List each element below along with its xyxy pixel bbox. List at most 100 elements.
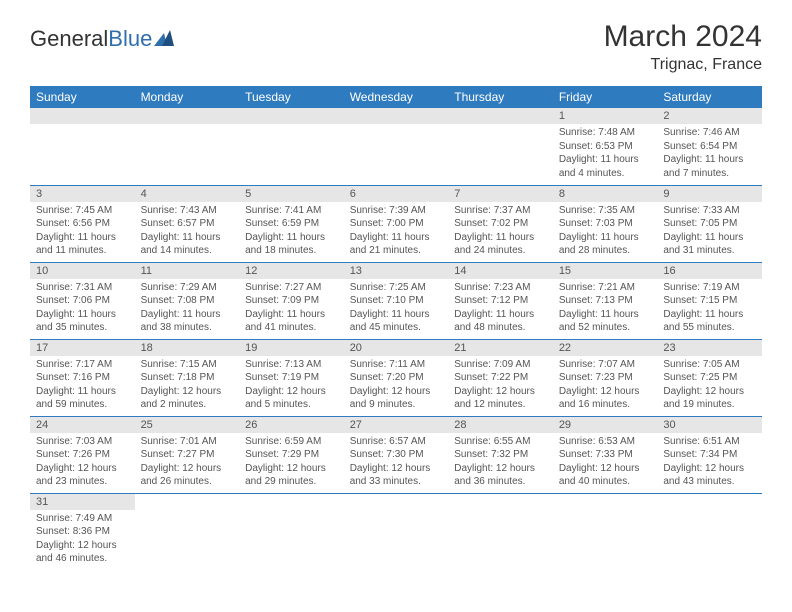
sunset-line: Sunset: 7:10 PM	[350, 295, 424, 306]
daylight-line: Daylight: 12 hours and 16 minutes.	[559, 386, 640, 411]
day-number: 7	[448, 186, 553, 202]
sunset-line: Sunset: 7:18 PM	[141, 372, 215, 383]
day-details: Sunrise: 7:45 AMSunset: 6:56 PMDaylight:…	[30, 202, 135, 262]
day-details: Sunrise: 6:51 AMSunset: 7:34 PMDaylight:…	[657, 433, 762, 493]
sunrise-line: Sunrise: 7:31 AM	[36, 282, 112, 293]
sunset-line: Sunset: 7:26 PM	[36, 449, 110, 460]
day-number: 14	[448, 263, 553, 279]
sunrise-line: Sunrise: 7:03 AM	[36, 436, 112, 447]
day-details: Sunrise: 7:09 AMSunset: 7:22 PMDaylight:…	[448, 356, 553, 416]
sunrise-line: Sunrise: 7:35 AM	[559, 205, 635, 216]
calendar-day-cell: 15Sunrise: 7:21 AMSunset: 7:13 PMDayligh…	[553, 262, 658, 339]
calendar-day-cell: 13 Sunrise: 7:25 AM Sunset: 7:10 PM Dayligh…	[344, 262, 449, 339]
day-number: 30	[657, 417, 762, 433]
day-of-week-header: Friday	[553, 86, 658, 108]
calendar-day-cell: 12Sunrise: 7:27 AMSunset: 7:09 PMDayligh…	[239, 262, 344, 339]
calendar-week-row: 10Sunrise: 7:31 AMSunset: 7:06 PMDayligh…	[30, 262, 762, 339]
day-number: 22	[553, 340, 658, 356]
sunset-line: Sunset: 7:22 PM	[454, 372, 528, 383]
day-details: Sunrise: 7:49 AMSunset: 8:36 PMDaylight:…	[30, 510, 135, 570]
sunrise-line: Sunrise: 7:17 AM	[36, 359, 112, 370]
day-number: 28	[448, 417, 553, 433]
sunrise-line: Sunrise: 6:53 AM	[559, 436, 635, 447]
empty-day-strip	[239, 108, 344, 124]
daylight-line: Daylight: 11 hours and 55 minutes.	[663, 309, 743, 334]
calendar-day-cell: 9Sunrise: 7:33 AMSunset: 7:05 PMDaylight…	[657, 185, 762, 262]
day-details: Sunrise: 7:11 AMSunset: 7:20 PMDaylight:…	[344, 356, 449, 416]
day-number: 21	[448, 340, 553, 356]
calendar-day-cell: 24Sunrise: 7:03 AMSunset: 7:26 PMDayligh…	[30, 416, 135, 493]
sunrise-line: Sunrise: 7:25 AM	[350, 282, 426, 293]
logo: GeneralBlue	[30, 20, 174, 52]
calendar-day-cell: 25Sunrise: 7:01 AMSunset: 7:27 PMDayligh…	[135, 416, 240, 493]
sunrise-line: Sunrise: 7:21 AM	[559, 282, 635, 293]
logo-text-blue: Blue	[108, 26, 174, 52]
calendar-day-cell: 18Sunrise: 7:15 AMSunset: 7:18 PMDayligh…	[135, 339, 240, 416]
day-details: Sunrise: 7:01 AMSunset: 7:27 PMDaylight:…	[135, 433, 240, 493]
calendar-day-cell: 31Sunrise: 7:49 AMSunset: 8:36 PMDayligh…	[30, 493, 135, 570]
day-details: Sunrise: 7:13 AMSunset: 7:19 PMDaylight:…	[239, 356, 344, 416]
day-details: Sunrise: 6:55 AMSunset: 7:32 PMDaylight:…	[448, 433, 553, 493]
daylight-line: Daylight: 11 hours and 11 minutes.	[36, 232, 116, 257]
sunrise-line: Sunrise: 6:59 AM	[245, 436, 321, 447]
sunrise-line: Sunrise: 7:05 AM	[663, 359, 739, 370]
calendar-day-cell: 10Sunrise: 7:31 AMSunset: 7:06 PMDayligh…	[30, 262, 135, 339]
sunset-line: Sunset: 7:03 PM	[559, 218, 633, 229]
day-number: 24	[30, 417, 135, 433]
calendar-week-row: 24 Sunrise: 7:03 AM Sunset: 7:26 PM Dayligh…	[30, 416, 762, 493]
sunset-line: Sunset: 7:00 PM	[350, 218, 424, 229]
day-number: 10	[30, 263, 135, 279]
day-details: Sunrise: 7:17 AMSunset: 7:16 PMDaylight:…	[30, 356, 135, 416]
sunset-line: Sunset: 7:33 PM	[559, 449, 633, 460]
day-of-week-header: Wednesday	[344, 86, 449, 108]
day-number: 23	[657, 340, 762, 356]
daylight-line: Daylight: 12 hours and 46 minutes.	[36, 540, 117, 565]
day-details: Sunrise: 7:46 AMSunset: 6:54 PMDaylight:…	[657, 124, 762, 184]
day-details: Sunrise: 6:53 AMSunset: 7:33 PMDaylight:…	[553, 433, 658, 493]
sunset-line: Sunset: 7:16 PM	[36, 372, 110, 383]
sunset-line: Sunset: 7:34 PM	[663, 449, 737, 460]
daylight-line: Daylight: 11 hours and 24 minutes.	[454, 232, 534, 257]
header: GeneralBlue March 2024 Trignac, France	[30, 20, 762, 74]
calendar-day-cell: 26Sunrise: 6:59 AMSunset: 7:29 PMDayligh…	[239, 416, 344, 493]
sunset-line: Sunset: 7:20 PM	[350, 372, 424, 383]
calendar-day-cell: 11Sunrise: 7:29 AMSunset: 7:08 PMDayligh…	[135, 262, 240, 339]
calendar-day-cell: 27Sunrise: 6:57 AMSunset: 7:30 PMDayligh…	[344, 416, 449, 493]
calendar-empty-cell	[553, 493, 658, 570]
day-details: Sunrise: 7:43 AMSunset: 6:57 PMDaylight:…	[135, 202, 240, 262]
sunset-line: Sunset: 6:56 PM	[36, 218, 110, 229]
sunset-line: Sunset: 7:15 PM	[663, 295, 737, 306]
daylight-line: Daylight: 11 hours and 38 minutes.	[141, 309, 221, 334]
sunrise-line: Sunrise: 7:11 AM	[350, 359, 425, 370]
sunrise-line: Sunrise: 7:41 AM	[245, 205, 321, 216]
day-details: Sunrise: 7:03 AMSunset: 7:26 PMDaylight:…	[30, 433, 135, 493]
day-number: 29	[553, 417, 658, 433]
day-number: 27	[344, 417, 449, 433]
sunrise-line: Sunrise: 7:27 AM	[245, 282, 321, 293]
calendar-week-row: 31Sunrise: 7:49 AMSunset: 8:36 PMDayligh…	[30, 493, 762, 570]
day-of-week-header: Tuesday	[239, 86, 344, 108]
calendar-empty-cell	[344, 493, 449, 570]
day-details: Sunrise: 7:25 AM Sunset: 7:10 PM Daylight:…	[344, 279, 449, 339]
logo-text-general: General	[30, 26, 108, 52]
day-of-week-header: Saturday	[657, 86, 762, 108]
calendar-empty-cell	[135, 108, 240, 185]
calendar-day-cell: 7Sunrise: 7:37 AMSunset: 7:02 PMDaylight…	[448, 185, 553, 262]
daylight-line: Daylight: 12 hours and 29 minutes.	[245, 463, 326, 488]
calendar-day-cell: 17Sunrise: 7:17 AMSunset: 7:16 PMDayligh…	[30, 339, 135, 416]
calendar-empty-cell	[135, 493, 240, 570]
calendar-empty-cell	[344, 108, 449, 185]
daylight-line: Daylight: 11 hours and 45 minutes.	[350, 309, 430, 334]
calendar-empty-cell	[239, 493, 344, 570]
sunrise-line: Sunrise: 7:23 AM	[454, 282, 530, 293]
daylight-line: Daylight: 12 hours and 12 minutes.	[454, 386, 535, 411]
daylight-line: Daylight: 12 hours and 33 minutes.	[350, 463, 431, 488]
calendar-day-cell: 2Sunrise: 7:46 AMSunset: 6:54 PMDaylight…	[657, 108, 762, 185]
calendar-empty-cell	[657, 493, 762, 570]
day-number: 13	[344, 263, 449, 279]
sunrise-line: Sunrise: 7:19 AM	[663, 282, 739, 293]
daylight-line: Daylight: 11 hours and 31 minutes.	[663, 232, 743, 257]
sunset-line: Sunset: 7:29 PM	[245, 449, 319, 460]
sunrise-line: Sunrise: 6:51 AM	[663, 436, 739, 447]
calendar-day-cell: 20Sunrise: 7:11 AMSunset: 7:20 PMDayligh…	[344, 339, 449, 416]
